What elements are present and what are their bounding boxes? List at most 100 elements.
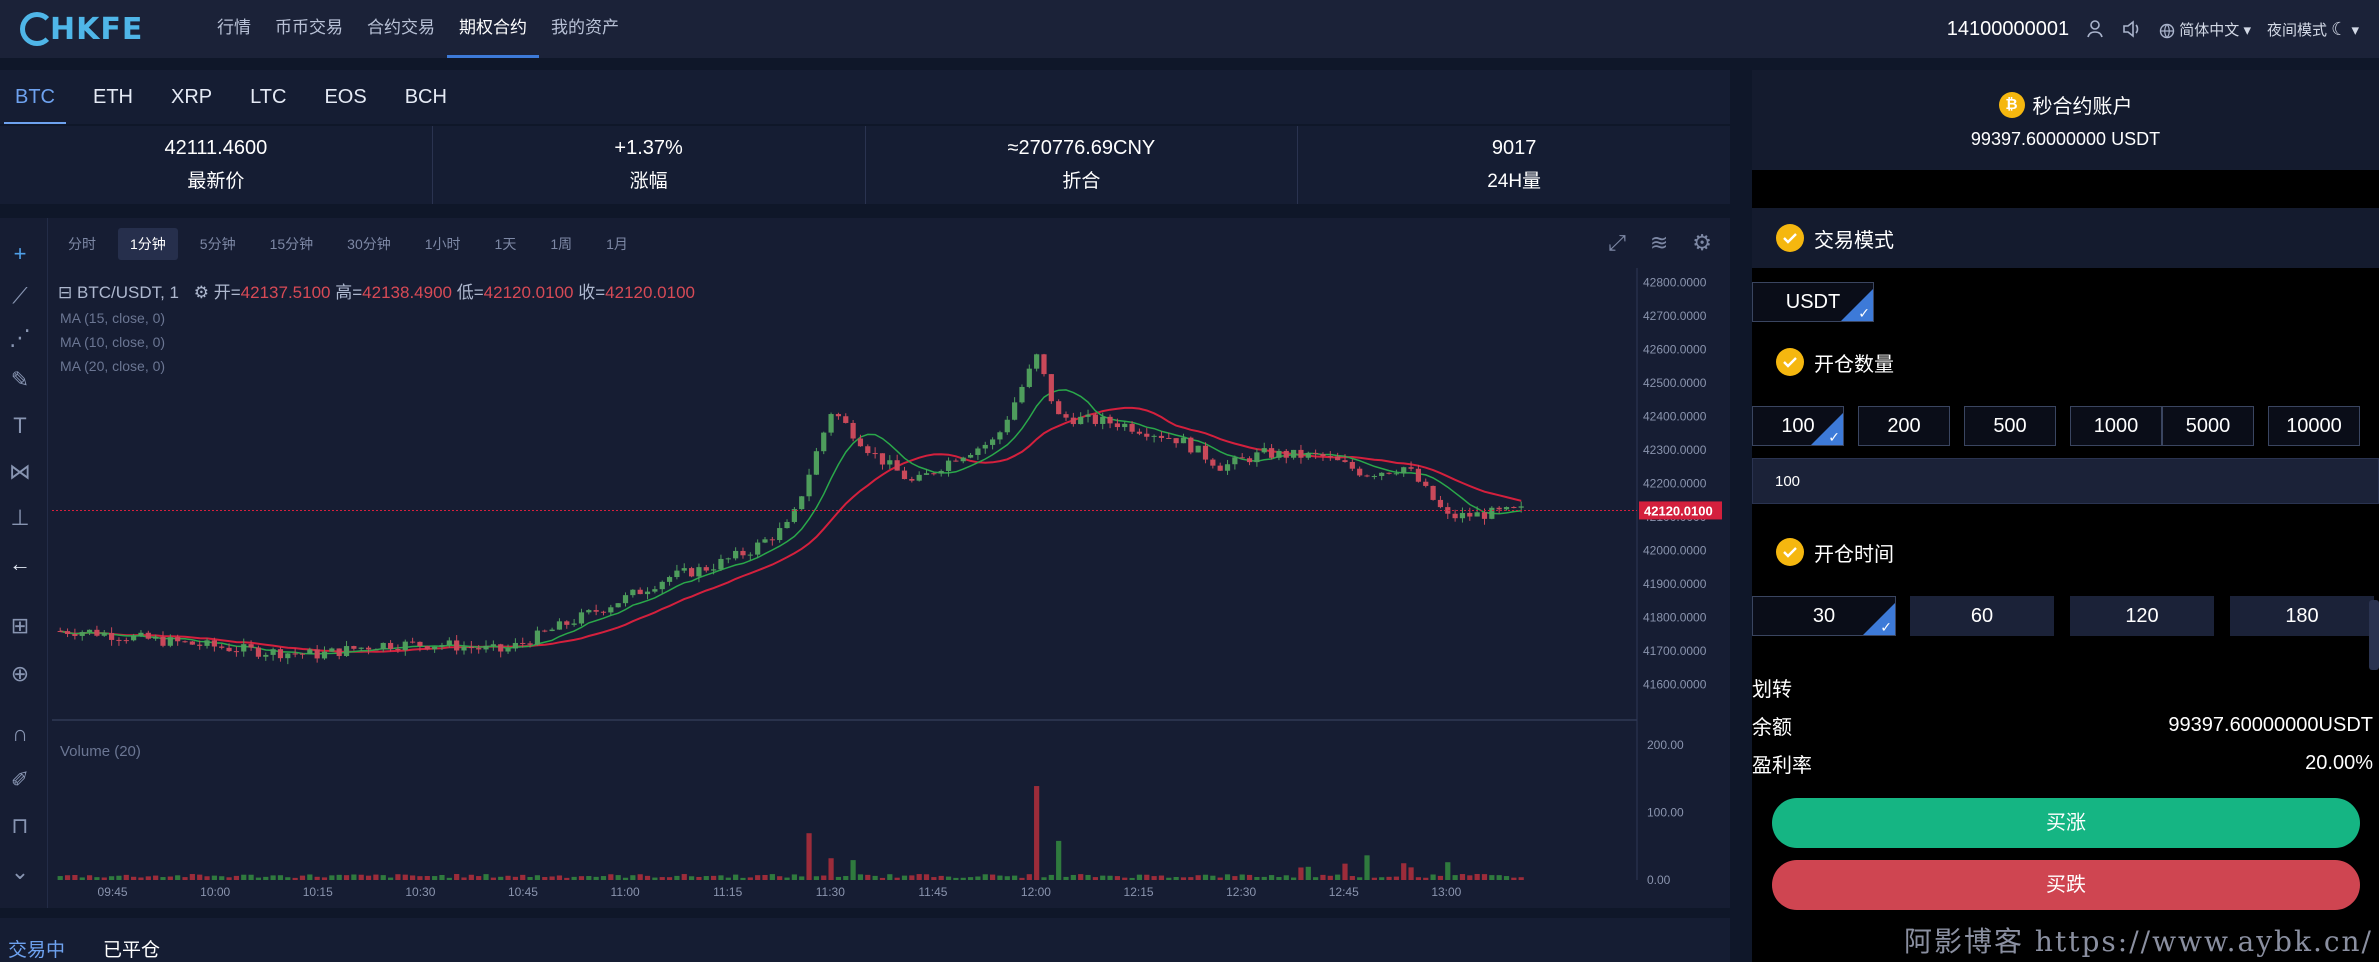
language-select[interactable]: 简体中文 ▾ [2159, 19, 2251, 40]
volume-bar [1151, 876, 1157, 880]
candle-body [1078, 416, 1084, 425]
amount-option[interactable]: 1000 [2070, 406, 2162, 446]
trend-line-icon[interactable]: ⟋ [12, 283, 28, 308]
amount-option[interactable]: 100 ✓ [1752, 406, 1844, 446]
chart-panel: + ⟋ ⋰ ✎ T ⋈ ⊥ ← ⊞ ⊕ ∩ ✐ ⊓ ⌄ 分时 1分钟 5分钟 1… [0, 218, 1730, 908]
coin-tab-ltc[interactable]: LTC [250, 86, 287, 108]
candle-body [916, 474, 922, 481]
nav-item-contract[interactable]: 合约交易 [367, 18, 435, 37]
pattern-icon[interactable]: ⋈ [9, 459, 31, 484]
tab-closed-orders[interactable]: 已平仓 [103, 940, 161, 961]
tab-open-orders[interactable]: 交易中 [8, 940, 66, 961]
amount-option[interactable]: 5000 [2162, 406, 2254, 446]
amount-input[interactable]: 100 [1752, 458, 2379, 504]
legend-close-label: 收= [578, 283, 606, 302]
buy-up-button[interactable]: 买涨 [1772, 798, 2360, 848]
candle-body [1122, 423, 1128, 428]
magnet-icon[interactable]: ∩ [12, 721, 28, 746]
candle-body [556, 621, 563, 630]
candle-body [410, 641, 416, 643]
chart-tools: ⤢ ≋ ⚙ [1608, 230, 1712, 256]
chevron-down-icon[interactable]: ⌄ [10, 859, 30, 884]
ruler-icon[interactable]: ⊞ [10, 613, 30, 638]
legend-collapse-icon[interactable]: ⊟ [58, 283, 73, 302]
time-option[interactable]: 30 ✓ [1752, 596, 1896, 636]
volume-bar [1408, 867, 1414, 880]
volume-bar [123, 874, 129, 880]
logo[interactable]: HKFE [20, 12, 143, 47]
account-phone[interactable]: 14100000001 [1946, 17, 2070, 40]
amount-option[interactable]: 10000 [2268, 406, 2360, 446]
nav-item-options[interactable]: 期权合约 [447, 0, 539, 58]
amount-option[interactable]: 500 [1964, 406, 2056, 446]
x-tick-label: 12:45 [1329, 885, 1359, 899]
candle-body [865, 446, 871, 454]
lock-icon[interactable]: ⊓ [11, 813, 29, 838]
crosshair-icon[interactable]: + [13, 241, 27, 266]
volume-bar [1202, 874, 1209, 880]
interval-1w[interactable]: 1周 [550, 236, 573, 252]
interval-30m[interactable]: 30分钟 [347, 236, 391, 252]
nav-item-market[interactable]: 行情 [217, 18, 251, 37]
price-chart[interactable]: 42800.0000 42700.0000 42600.0000 42500.0000… [52, 268, 1722, 900]
volume-bar [703, 876, 709, 880]
zoom-in-icon[interactable]: ⊕ [10, 661, 30, 686]
coin-tab-btc[interactable]: BTC [4, 70, 66, 124]
interval-1h[interactable]: 1小时 [424, 236, 461, 252]
legend-settings-icon[interactable]: ⚙ [193, 283, 209, 302]
time-option[interactable]: 120 [2070, 596, 2214, 636]
candle-body [762, 539, 768, 543]
scrollbar[interactable] [2369, 600, 2379, 670]
check-icon: ✓ [1880, 619, 1892, 635]
interval-tick[interactable]: 分时 [68, 236, 96, 252]
volume-tick-label: 0.00 [1647, 873, 1671, 887]
gear-icon[interactable]: ⚙ [1692, 230, 1712, 255]
measure-icon[interactable]: ⊥ [10, 505, 30, 530]
candle-body [1327, 456, 1333, 458]
fib-icon[interactable]: ⋰ [9, 325, 31, 350]
candle-body [1224, 464, 1231, 471]
coin-tab-xrp[interactable]: XRP [171, 86, 213, 108]
volume-bar [556, 875, 563, 880]
lock-draw-icon[interactable]: ✐ [10, 767, 30, 792]
coin-tab-eth[interactable]: ETH [93, 86, 133, 108]
interval-1mo[interactable]: 1月 [606, 236, 628, 252]
brush-icon[interactable]: ✎ [10, 367, 30, 392]
account-box: ₿ 秒合约账户 99397.60000000 USDT [1752, 70, 2379, 170]
candle-body [600, 611, 607, 613]
volume-bar [197, 874, 203, 880]
candle-body [688, 568, 695, 577]
coin-tab-eos[interactable]: EOS [324, 86, 367, 108]
profit-value: 20.00% [2305, 751, 2373, 774]
buy-down-button[interactable]: 买跌 [1772, 860, 2360, 910]
amount-option[interactable]: 200 [1858, 406, 1950, 446]
candle-body [1276, 450, 1282, 458]
trade-panel: ₿ 秒合约账户 99397.60000000 USDT 交易模式 USDT ✓ 开… [1752, 70, 2379, 962]
night-mode-toggle[interactable]: 夜间模式 ☾ ▾ [2267, 19, 2359, 40]
interval-15m[interactable]: 15分钟 [269, 236, 314, 252]
candle-body [674, 570, 680, 578]
interval-1m[interactable]: 1分钟 [118, 228, 178, 260]
indicator-icon[interactable]: ≋ [1649, 230, 1669, 255]
sound-icon[interactable] [2121, 19, 2143, 39]
currency-usdt[interactable]: USDT ✓ [1752, 282, 1874, 322]
time-option[interactable]: 180 [2230, 596, 2374, 636]
interval-1d[interactable]: 1天 [494, 236, 517, 252]
coin-tab-bch[interactable]: BCH [404, 86, 447, 108]
candle-body [1386, 472, 1392, 474]
transfer-row[interactable]: 划转 [1752, 668, 2379, 706]
volume-bar [1364, 855, 1370, 880]
candle-body [219, 646, 225, 648]
interval-5m[interactable]: 5分钟 [199, 236, 236, 252]
volume-bar [336, 874, 342, 880]
nav-item-assets[interactable]: 我的资产 [551, 18, 619, 37]
time-option[interactable]: 60 [1910, 596, 2054, 636]
volume-bar [1012, 875, 1018, 880]
volume-bar [982, 874, 988, 880]
back-arrow-icon[interactable]: ← [9, 551, 31, 576]
fullscreen-icon[interactable]: ⤢ [1608, 230, 1626, 255]
user-icon[interactable] [2085, 19, 2105, 39]
nav-item-spot[interactable]: 币币交易 [275, 18, 343, 37]
text-icon[interactable]: T [13, 413, 27, 438]
candle-body [1136, 431, 1143, 434]
